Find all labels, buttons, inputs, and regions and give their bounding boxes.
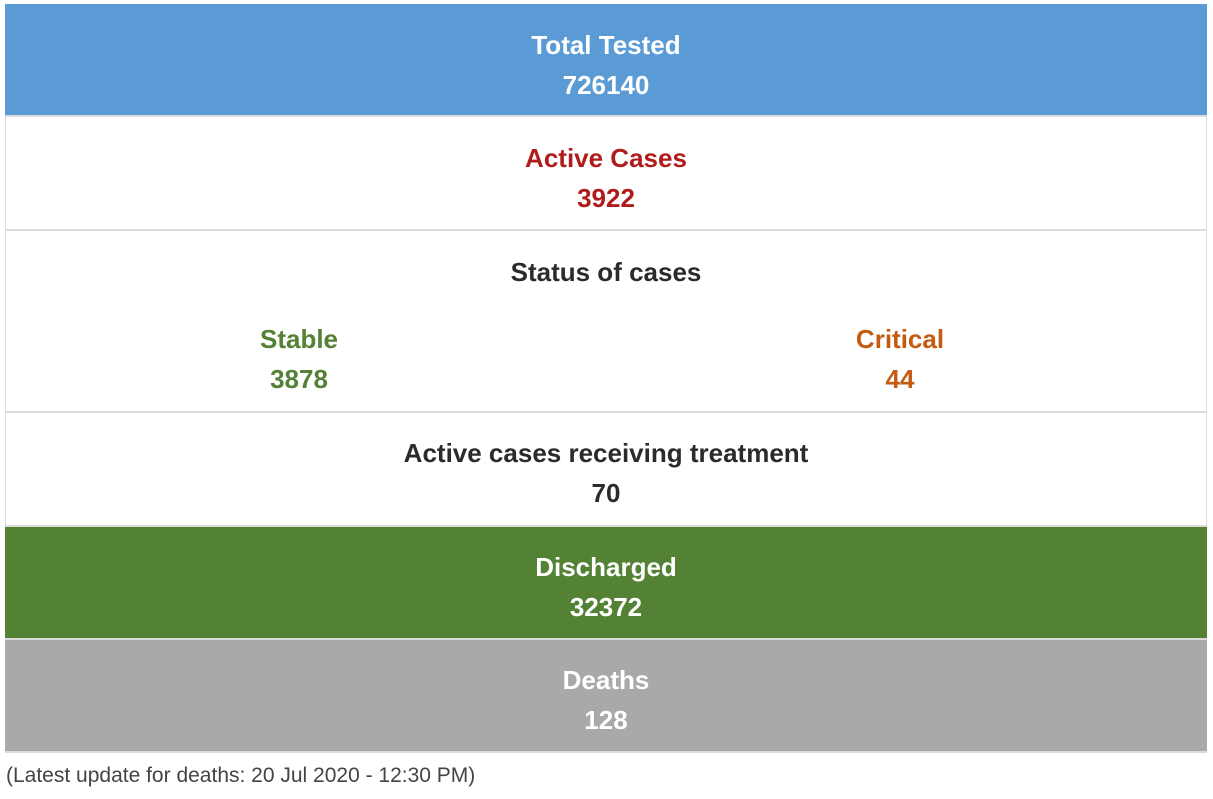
status-of-cases-title: Status of cases	[510, 257, 702, 287]
critical-value: 44	[885, 364, 915, 394]
active-cases-label: Active Cases	[525, 143, 687, 173]
covid-stats-table: Total Tested 726140 Active Cases 3922 St…	[5, 4, 1207, 753]
stable-label: Stable	[259, 324, 339, 354]
deaths-row: Deaths 128	[5, 640, 1207, 753]
discharged-value: 32372	[569, 592, 643, 622]
deaths-update-footnote: (Latest update for deaths: 20 Jul 2020 -…	[6, 764, 476, 787]
stable-cases: Stable 3878	[149, 319, 449, 399]
treatment-label: Active cases receiving treatment	[403, 438, 809, 468]
total-tested-value: 726140	[562, 70, 650, 100]
active-cases-row: Active Cases 3922	[5, 117, 1207, 231]
discharged-row: Discharged 32372	[5, 527, 1207, 640]
deaths-label: Deaths	[562, 665, 650, 695]
total-tested-row: Total Tested 726140	[5, 4, 1207, 117]
status-of-cases-row: Status of cases Stable 3878 Critical 44	[5, 231, 1207, 413]
treatment-row: Active cases receiving treatment 70	[5, 413, 1207, 527]
discharged-label: Discharged	[535, 552, 677, 582]
active-cases-value: 3922	[577, 183, 635, 213]
critical-label: Critical	[855, 324, 945, 354]
stable-value: 3878	[270, 364, 328, 394]
total-tested-label: Total Tested	[531, 30, 681, 60]
critical-cases: Critical 44	[750, 319, 1050, 399]
deaths-value: 128	[584, 705, 628, 735]
treatment-value: 70	[591, 478, 621, 508]
